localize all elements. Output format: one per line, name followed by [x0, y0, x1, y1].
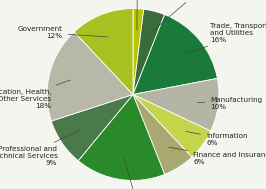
Wedge shape [133, 15, 217, 94]
Wedge shape [51, 94, 133, 161]
Wedge shape [133, 94, 211, 157]
Text: Government
12%: Government 12% [18, 26, 107, 39]
Wedge shape [47, 32, 133, 121]
Wedge shape [74, 9, 133, 94]
Wedge shape [133, 94, 192, 174]
Wedge shape [133, 9, 165, 94]
Text: Real estate and
Rental and Leasing
17%: Real estate and Rental and Leasing 17% [103, 158, 172, 189]
Text: Manufacturing
10%: Manufacturing 10% [197, 97, 263, 110]
Wedge shape [133, 9, 144, 94]
Text: Construction
4%: Construction 4% [151, 0, 222, 33]
Text: Trade, Transportation,
and Utilities
16%: Trade, Transportation, and Utilities 16% [183, 23, 266, 54]
Text: Education, Health,
and Other Services
18%: Education, Health, and Other Services 18… [0, 80, 70, 109]
Text: Professional and
Technical Services
9%: Professional and Technical Services 9% [0, 130, 79, 166]
Text: Agriculture and Mining
2%: Agriculture and Mining 2% [96, 0, 178, 30]
Wedge shape [133, 78, 219, 131]
Text: Information
6%: Information 6% [186, 131, 248, 146]
Text: Finance and Insurance
6%: Finance and Insurance 6% [169, 147, 266, 165]
Wedge shape [78, 94, 165, 180]
